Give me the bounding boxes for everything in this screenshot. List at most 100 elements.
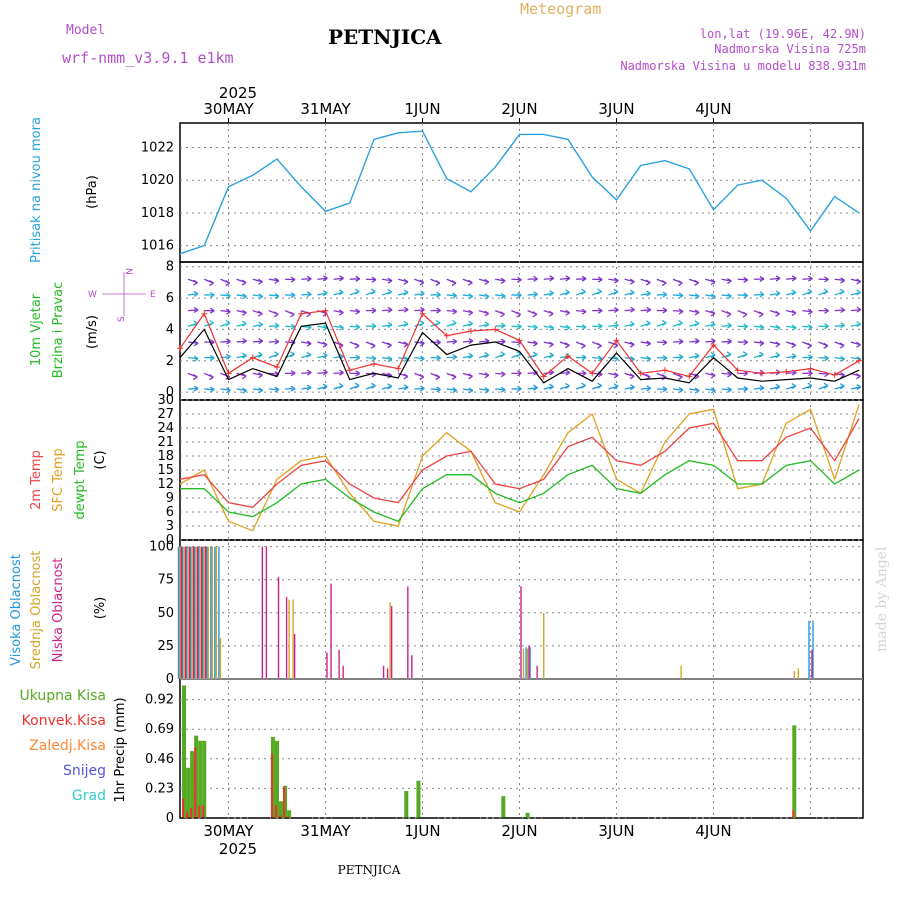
wind-arrow-head bbox=[258, 338, 264, 345]
product-title: Meteogram bbox=[520, 0, 601, 18]
wind-arrow-head bbox=[370, 342, 376, 349]
wind-arrow bbox=[753, 325, 764, 328]
wind-arrow-head bbox=[581, 275, 587, 282]
wind-arrow bbox=[769, 277, 781, 280]
wind-arrow bbox=[705, 388, 716, 392]
panel-frame bbox=[179, 122, 864, 263]
wind-arrow bbox=[689, 388, 700, 392]
wind-arrow-head bbox=[355, 354, 361, 361]
wind-arrow bbox=[640, 387, 651, 390]
wind-arrow-head bbox=[823, 288, 829, 295]
ytick-label: 21 bbox=[157, 435, 174, 450]
wind-arrow bbox=[834, 324, 845, 327]
wind-arrow-head bbox=[856, 278, 861, 285]
pressure-title: Pritisak na nivou mora bbox=[29, 117, 44, 263]
wind-arrow bbox=[365, 357, 376, 360]
wind-arrow-head bbox=[452, 292, 458, 299]
wind-arrow-head bbox=[856, 383, 862, 391]
wind-arrow bbox=[333, 277, 344, 280]
wind-arrow-head bbox=[775, 310, 780, 317]
wind-arrow-head bbox=[549, 290, 554, 297]
wind-arrow-head bbox=[193, 355, 199, 362]
wind-arrow bbox=[818, 372, 829, 375]
wind-arrow-head bbox=[775, 383, 781, 390]
wind-arrow-head bbox=[710, 293, 716, 300]
wind-arrow bbox=[446, 388, 457, 391]
ytick-label: 12 bbox=[157, 477, 174, 492]
wind-arrow-head bbox=[322, 352, 328, 359]
wind-arrow-head bbox=[436, 386, 441, 393]
wind-arrow-head bbox=[775, 290, 781, 297]
wind-arrow bbox=[721, 324, 732, 327]
panel-frame bbox=[179, 261, 864, 401]
wind-arrow-head bbox=[597, 371, 603, 378]
wind-arrow-head bbox=[355, 323, 361, 331]
wind-arrow-head bbox=[306, 340, 312, 347]
wind-arrow-head bbox=[290, 385, 296, 392]
ytick-label: 0 bbox=[166, 533, 174, 548]
wind-arrow bbox=[268, 325, 279, 327]
wind-arrow-head bbox=[548, 310, 554, 317]
wind-arrow-head bbox=[565, 289, 570, 296]
ytick-label: 24 bbox=[157, 421, 174, 436]
ytick-label: 2 bbox=[166, 354, 174, 369]
precip-total-bar bbox=[186, 767, 191, 818]
precip-convective-bar bbox=[190, 807, 193, 818]
wind-arrow-head bbox=[355, 370, 361, 377]
wind-arrow-head bbox=[273, 311, 279, 318]
wind-arrow-head bbox=[645, 279, 651, 286]
wind-arrow-head bbox=[743, 339, 749, 346]
wind-arrow bbox=[268, 278, 279, 282]
wind-arrow-head bbox=[727, 386, 732, 393]
wind-arrow-head bbox=[354, 288, 360, 295]
ytick-label: 6 bbox=[166, 291, 174, 306]
gust-marker bbox=[201, 310, 208, 317]
wind-arrow-head bbox=[339, 324, 344, 331]
wind-arrow-head bbox=[323, 275, 328, 282]
wind-arrow bbox=[575, 309, 587, 313]
wind-arrow-head bbox=[759, 351, 764, 358]
wind-arrow-head bbox=[209, 280, 214, 287]
gust-marker bbox=[758, 370, 765, 377]
wind-arrow-head bbox=[613, 383, 619, 390]
gust-marker bbox=[298, 310, 305, 317]
wind-arrow-head bbox=[726, 351, 732, 358]
wind-arrow-head bbox=[856, 341, 861, 348]
wind-arrow-head bbox=[808, 275, 813, 282]
wind-arrow-head bbox=[727, 338, 732, 345]
wind-arrow-head bbox=[775, 275, 781, 282]
pressure-series-line bbox=[179, 130, 860, 255]
wind-arrow-head bbox=[710, 310, 716, 317]
wind-arrow-head bbox=[823, 382, 829, 389]
wind-arrow bbox=[236, 340, 247, 343]
wind-arrow-head bbox=[629, 321, 635, 328]
wind-arrow bbox=[414, 387, 425, 390]
wind-arrow-head bbox=[387, 383, 393, 390]
gust-marker bbox=[661, 367, 668, 374]
wind-arrow-head bbox=[758, 311, 764, 318]
wind-arrow-head bbox=[727, 371, 732, 378]
wind-arrow-head bbox=[807, 308, 813, 315]
wind-arrow-head bbox=[694, 320, 700, 327]
wind-arrow-head bbox=[597, 323, 603, 330]
wind-arrow-head bbox=[403, 289, 409, 296]
wind-arrow-head bbox=[661, 319, 667, 326]
wind-arrow-head bbox=[435, 319, 441, 326]
wind-arrow bbox=[446, 309, 457, 313]
gust-marker bbox=[177, 345, 183, 352]
wind-arrow bbox=[592, 357, 603, 360]
wind-arrow-head bbox=[435, 280, 441, 287]
wind-arrow-head bbox=[322, 290, 328, 297]
wind-arrow bbox=[220, 294, 231, 297]
wind-arrow-head bbox=[516, 311, 521, 318]
time-label-bottom: 31MAY bbox=[300, 822, 351, 840]
ytick-label: 0 bbox=[166, 811, 174, 826]
wind-arrow-head bbox=[403, 306, 409, 313]
wind-arrow-head bbox=[581, 308, 587, 315]
wind-arrow-head bbox=[290, 323, 296, 330]
watermark: made by Angel bbox=[874, 546, 890, 652]
precip-convective-bar bbox=[792, 810, 795, 818]
wind-arrow bbox=[333, 355, 344, 359]
wind-arrow-head bbox=[646, 290, 651, 297]
wind-arrow bbox=[721, 372, 732, 376]
